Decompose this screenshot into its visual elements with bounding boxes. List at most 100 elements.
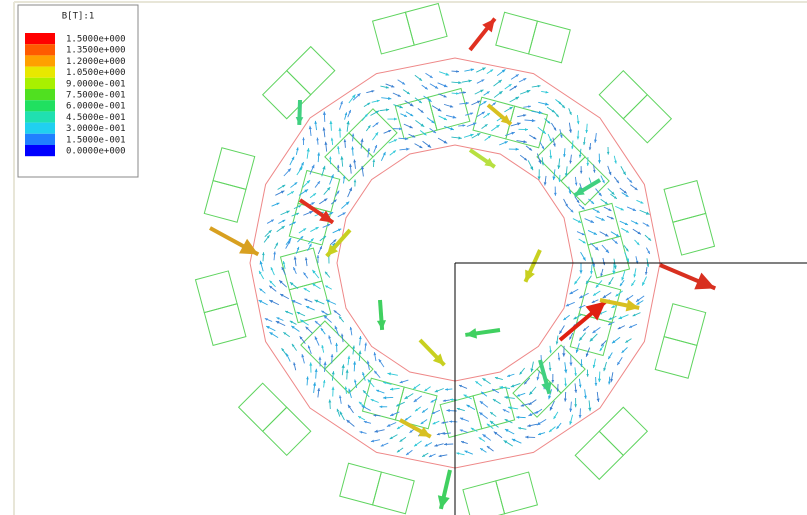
arrow-head xyxy=(486,423,490,427)
arrow-head xyxy=(483,101,487,104)
arrow-head xyxy=(449,420,453,423)
arrow-head xyxy=(498,79,502,84)
arrow-head xyxy=(636,302,640,305)
arrow-head xyxy=(515,96,520,100)
arrow-head xyxy=(574,404,578,408)
arrow-head xyxy=(315,227,319,230)
arrow-head xyxy=(286,353,289,357)
arrow-head xyxy=(569,291,573,295)
arrow-head xyxy=(289,320,293,324)
arrow-head xyxy=(336,164,340,168)
arrow-head xyxy=(364,113,368,117)
arrow-head xyxy=(611,305,615,308)
arrow-head xyxy=(559,330,563,334)
arrow-head xyxy=(456,70,459,73)
arrow-head xyxy=(423,132,427,136)
arrow-head xyxy=(602,180,605,184)
arrow-head xyxy=(337,146,340,149)
arrow-head xyxy=(443,84,448,88)
arrow-head xyxy=(443,117,447,120)
arrow-head xyxy=(694,272,716,290)
flux-arrows xyxy=(209,17,717,510)
arrow-head xyxy=(524,381,527,385)
coil xyxy=(371,2,448,55)
arrow-head xyxy=(541,162,545,166)
arrow-head xyxy=(525,269,535,282)
arrow-head xyxy=(508,84,512,87)
arrow-head xyxy=(301,162,304,166)
arrow-head xyxy=(420,110,424,113)
arrow-head xyxy=(479,401,484,405)
arrow-head xyxy=(519,371,523,375)
arrow-head xyxy=(480,89,484,93)
arrow-head xyxy=(553,127,557,131)
arrow-head xyxy=(608,322,612,326)
arrow-head xyxy=(589,337,594,342)
legend-swatch xyxy=(25,122,55,134)
arrow-head xyxy=(399,105,403,109)
arrow-head xyxy=(316,137,319,141)
arrow-head xyxy=(625,248,629,252)
arrow-head xyxy=(605,249,609,253)
arrow-head xyxy=(625,340,629,343)
arrow-head xyxy=(364,342,367,346)
arrow-head xyxy=(269,332,273,336)
arrow-head xyxy=(269,300,274,304)
arrow-head xyxy=(358,416,362,419)
arrow-head xyxy=(582,142,586,146)
arrow-head xyxy=(604,233,609,237)
arrow-head xyxy=(480,448,484,451)
arrow-head xyxy=(329,120,333,125)
arrow-head xyxy=(348,109,351,113)
arrow-head xyxy=(613,265,617,270)
arrow-head xyxy=(629,325,633,328)
arrow-head xyxy=(279,280,283,284)
arrow-head xyxy=(584,395,587,399)
arrow-head xyxy=(351,133,355,137)
arrow-head xyxy=(424,86,428,90)
arrow-head xyxy=(320,327,324,331)
coil-square xyxy=(286,45,336,96)
arrow-head xyxy=(330,354,334,358)
arrow-head xyxy=(413,386,417,389)
coil-square xyxy=(427,87,471,131)
arrow-head xyxy=(396,449,400,453)
arrow-head xyxy=(481,391,485,395)
legend-swatch xyxy=(25,44,55,56)
arrow-head xyxy=(573,316,577,320)
arrow-head xyxy=(373,352,377,356)
arrow-head xyxy=(326,244,339,257)
arrow-head xyxy=(571,146,574,150)
arrow-head xyxy=(291,156,295,160)
coil-square xyxy=(622,94,673,144)
arrow-head xyxy=(570,209,574,213)
arrow-head xyxy=(443,140,448,144)
arrow-head xyxy=(543,182,547,186)
arrow-head xyxy=(527,424,531,428)
arrow-head xyxy=(516,394,520,397)
arrow-head xyxy=(608,281,612,285)
arrow-head xyxy=(338,127,342,131)
arrow-head xyxy=(617,326,621,330)
arrow-head xyxy=(300,319,304,323)
arrow-head xyxy=(409,430,413,433)
arrow-head xyxy=(434,389,439,393)
arrow-head xyxy=(373,414,377,417)
arrow-head xyxy=(629,179,633,183)
arrow-head xyxy=(333,199,337,203)
arrow-head xyxy=(345,201,350,205)
coil xyxy=(598,69,673,144)
arrow-head xyxy=(598,192,602,197)
arrow-head xyxy=(325,299,330,303)
arrow-head xyxy=(291,343,295,347)
arrow-head xyxy=(445,388,448,391)
arrow-head xyxy=(613,196,617,199)
arrow-head xyxy=(647,250,650,254)
arrow-head xyxy=(292,221,296,225)
arrow-head xyxy=(594,246,599,251)
arrow-head xyxy=(636,298,640,302)
arrow-head xyxy=(290,191,294,194)
coil-square xyxy=(237,382,288,432)
arrow-head xyxy=(611,191,615,195)
arrow-head xyxy=(397,94,401,97)
